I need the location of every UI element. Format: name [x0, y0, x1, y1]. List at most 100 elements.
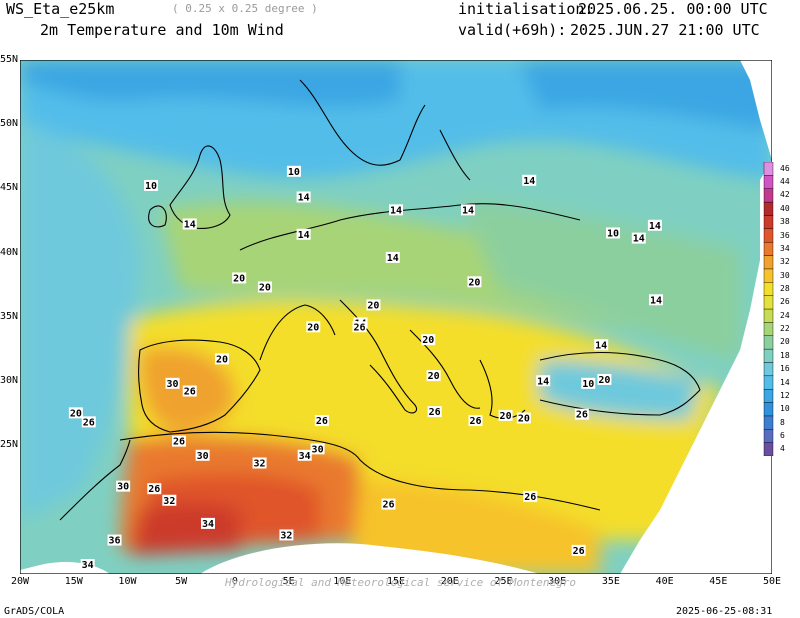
contour-label: 10	[144, 179, 159, 192]
svg-text:14: 14	[184, 219, 196, 230]
contour-label: 20	[498, 409, 513, 422]
lat-label: 30N	[0, 375, 19, 386]
colorbar-segment	[763, 228, 774, 243]
svg-text:14: 14	[387, 253, 399, 264]
contour-label: 14	[296, 191, 311, 203]
contour-label: 26	[314, 415, 329, 427]
colorbar-segment	[763, 308, 774, 323]
lon-label: 40E	[655, 576, 674, 587]
contour-label: 14	[536, 375, 551, 387]
contour-label: 20	[232, 272, 247, 284]
colorbar-segment	[763, 442, 774, 456]
colorbar-tick-label: 4	[780, 444, 785, 454]
contour-label: 14	[648, 294, 663, 306]
contour-label: 20	[68, 407, 83, 419]
contour-label: 26	[171, 435, 186, 448]
contour-label: 26	[574, 408, 589, 421]
valid-label: valid(+69h):	[458, 21, 567, 39]
lon-label: 30E	[548, 576, 567, 587]
no-data-northeast	[740, 60, 772, 160]
contour-label: 10	[581, 377, 596, 390]
colorbar-tick-label: 40	[780, 203, 790, 213]
contour-label: 26	[427, 406, 442, 418]
colorbar	[763, 162, 774, 456]
contour-label: 20	[597, 373, 612, 386]
contour-label: 14	[385, 251, 400, 264]
contour-label: 14	[182, 218, 197, 230]
contour-label: 14	[647, 219, 662, 232]
colorbar-segment	[763, 295, 774, 310]
svg-text:26: 26	[353, 322, 365, 333]
svg-text:26: 26	[524, 492, 536, 503]
contour-label: 14	[594, 339, 609, 351]
svg-text:32: 32	[280, 530, 292, 541]
svg-text:30: 30	[167, 379, 179, 390]
contour-label: 14	[522, 174, 537, 187]
lon-label: 15E	[387, 576, 406, 587]
contour-label: 26	[352, 321, 367, 333]
colorbar-tick-label: 14	[780, 377, 790, 387]
colorbar-tick-label: 6	[780, 430, 785, 440]
colorbar-tick-label: 16	[780, 364, 790, 374]
svg-text:36: 36	[109, 536, 121, 547]
svg-text:26: 26	[429, 407, 441, 418]
svg-text:20: 20	[422, 335, 434, 346]
lon-label: 10W	[118, 576, 137, 587]
colorbar-tick-label: 24	[780, 310, 790, 320]
contour-label: 20	[516, 412, 531, 425]
contour-label: 20	[426, 370, 441, 382]
lat-label: 55N	[0, 54, 19, 65]
colorbar-tick-label: 28	[780, 283, 790, 293]
colorbar-tick-label: 20	[780, 337, 790, 347]
lon-label: 20W	[11, 576, 30, 587]
colorbar-segment	[763, 415, 774, 430]
svg-text:14: 14	[633, 234, 645, 245]
lon-label: 0	[231, 576, 238, 587]
svg-text:26: 26	[184, 387, 196, 398]
svg-text:26: 26	[573, 546, 585, 557]
svg-text:14: 14	[298, 230, 310, 241]
lon-label: 20E	[440, 576, 459, 587]
svg-text:10: 10	[145, 181, 157, 192]
svg-text:14: 14	[462, 205, 474, 216]
temperature-map: 10 10 14 14 14 14 14 14 14 10 14 14 20 20 20 20 14 20 14 26…	[20, 60, 772, 574]
lon-label: 45E	[709, 576, 728, 587]
svg-text:14: 14	[595, 340, 607, 351]
colorbar-segment	[763, 255, 774, 270]
svg-text:20: 20	[598, 375, 610, 386]
contour-label: 20	[467, 276, 482, 288]
colorbar-segment	[763, 375, 774, 390]
contour-label: 26	[147, 483, 162, 495]
colorbar-segment	[763, 268, 774, 283]
colorbar-tick-label: 42	[780, 190, 790, 200]
colorbar-segment	[763, 335, 774, 350]
svg-text:20: 20	[216, 354, 228, 365]
contour-label: 20	[214, 353, 229, 365]
colorbar-segment	[763, 322, 774, 336]
contour-label: 14	[631, 232, 646, 245]
contour-label: 26	[468, 415, 483, 427]
colorbar-segment	[763, 215, 774, 230]
svg-text:14: 14	[523, 176, 535, 187]
colorbar-segment	[763, 201, 774, 216]
contour-label: 30	[195, 449, 210, 462]
contour-label: 36	[107, 534, 122, 547]
contour-label: 10	[286, 165, 301, 178]
watermark: Hydrological and Meteorological service …	[225, 576, 576, 589]
svg-text:34: 34	[82, 560, 94, 571]
contour-label: 26	[81, 416, 96, 428]
svg-text:14: 14	[537, 376, 549, 387]
contour-label: 34	[297, 449, 312, 462]
svg-text:20: 20	[259, 282, 271, 293]
coastlines	[59, 79, 701, 521]
svg-text:34: 34	[299, 451, 311, 462]
contour-label: 30	[165, 377, 180, 390]
contour-label: 26	[381, 498, 396, 511]
svg-text:26: 26	[382, 500, 394, 511]
contour-label: 20	[257, 281, 272, 293]
svg-text:30: 30	[197, 451, 209, 462]
svg-text:34: 34	[202, 519, 214, 530]
contour-label: 20	[366, 299, 381, 311]
svg-text:30: 30	[117, 482, 129, 493]
contour-label: 26	[523, 490, 538, 503]
